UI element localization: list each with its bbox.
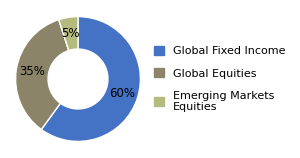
Text: 60%: 60% [109, 87, 135, 100]
Legend: Global Fixed Income, Global Equities, Emerging Markets
Equities: Global Fixed Income, Global Equities, Em… [154, 46, 286, 112]
Wedge shape [41, 17, 140, 141]
Text: 5%: 5% [61, 27, 80, 40]
Text: 35%: 35% [20, 65, 45, 78]
Wedge shape [59, 17, 78, 51]
Wedge shape [16, 20, 69, 130]
